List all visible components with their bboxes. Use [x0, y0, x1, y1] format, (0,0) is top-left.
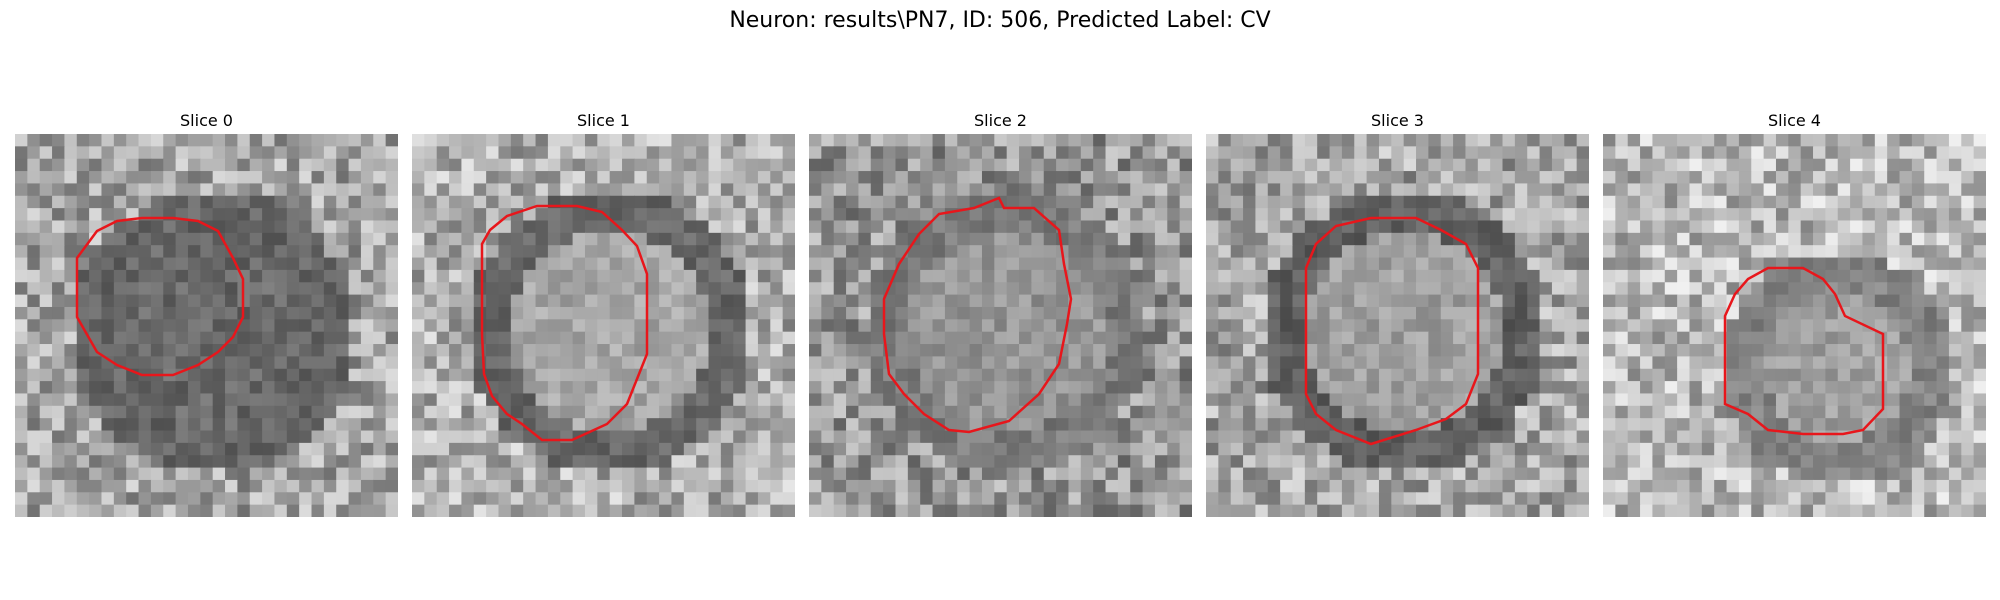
slice-title-4: Slice 4: [1768, 111, 1821, 130]
slice-image-1: [412, 134, 795, 517]
slice-4-contour: [1723, 266, 1885, 436]
slice-panel-4: Slice 4: [1603, 109, 1986, 517]
slice-2-svg: [809, 134, 1192, 517]
slice-image-0: [15, 134, 398, 517]
slice-4-pixels: [1603, 134, 1986, 517]
slice-image-2: [809, 134, 1192, 517]
slice-title-3: Slice 3: [1371, 111, 1424, 130]
slice-3-svg: [1206, 134, 1589, 517]
slice-1-contour: [480, 204, 649, 442]
slice-0-contour: [75, 216, 245, 377]
slice-title-1: Slice 1: [577, 111, 630, 130]
slice-2-contour: [882, 196, 1073, 434]
slice-image-4: [1603, 134, 1986, 517]
slice-panel-0: Slice 0: [15, 109, 398, 517]
figure-title: Neuron: results\PN7, ID: 506, Predicted …: [729, 8, 1271, 33]
slice-4-svg: [1603, 134, 1986, 517]
slice-panel-2: Slice 2: [809, 109, 1192, 517]
slice-1-svg: [412, 134, 795, 517]
slice-image-3: [1206, 134, 1589, 517]
slice-0-svg: [15, 134, 398, 517]
slice-panel-1: Slice 1: [412, 109, 795, 517]
slice-2-pixels: [809, 134, 1192, 517]
slice-0-pixels: [15, 134, 398, 517]
slice-3-pixels: [1206, 134, 1589, 517]
slice-1-pixels: [412, 134, 795, 517]
slice-title-2: Slice 2: [974, 111, 1027, 130]
slice-title-0: Slice 0: [180, 111, 233, 130]
slice-3-contour: [1304, 216, 1480, 446]
slice-panel-3: Slice 3: [1206, 109, 1589, 517]
